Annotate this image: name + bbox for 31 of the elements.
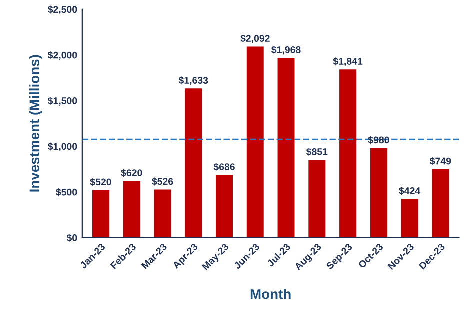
bar — [370, 148, 388, 238]
data-label: $686 — [214, 163, 235, 172]
y-axis-title: Investment (Millions) — [29, 55, 42, 192]
data-label: $526 — [152, 178, 174, 186]
data-label: $749 — [430, 157, 452, 166]
bar — [246, 46, 264, 238]
data-label: $620 — [121, 169, 142, 178]
y-tick-label: $1,500 — [48, 97, 78, 106]
bar — [216, 175, 233, 238]
bar — [92, 190, 110, 238]
x-axis-title: Month — [250, 289, 291, 300]
bar — [278, 58, 295, 238]
data-label: $1,968 — [272, 46, 301, 55]
data-label: $851 — [306, 148, 328, 156]
bar — [308, 160, 326, 238]
y-tick-label: $1,000 — [48, 142, 78, 152]
bar — [401, 199, 418, 238]
y-tick-label: $2,000 — [48, 51, 78, 60]
data-label: $1,841 — [333, 58, 363, 66]
data-label: $520 — [90, 178, 112, 186]
data-label: $424 — [399, 187, 421, 196]
bar — [432, 169, 450, 238]
data-label: $2,092 — [240, 34, 270, 44]
bar — [154, 190, 172, 238]
y-tick-label: $500 — [56, 188, 78, 196]
bar — [340, 70, 357, 238]
y-tick-label: $0 — [66, 234, 78, 242]
y-tick-label: $2,500 — [48, 6, 78, 14]
data-label: $1,633 — [178, 76, 208, 86]
bar — [185, 88, 202, 238]
bar — [123, 181, 140, 238]
